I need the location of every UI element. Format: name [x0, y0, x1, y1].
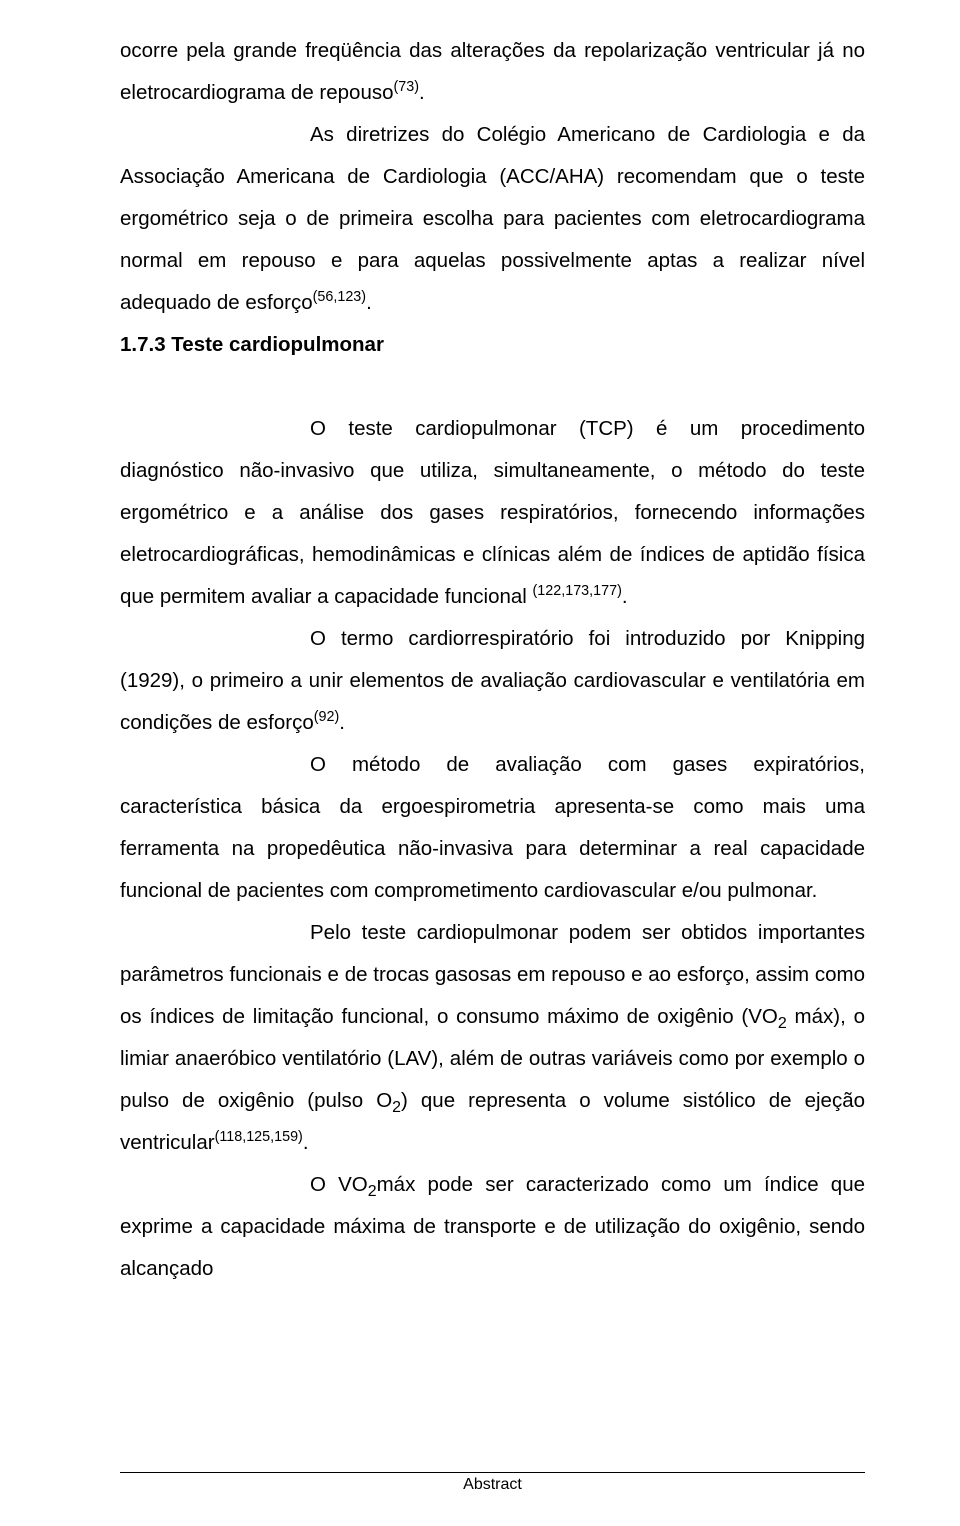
paragraph-5: O método de avaliação com gases expirató…: [120, 744, 865, 912]
document-page: ocorre pela grande freqüência das altera…: [0, 0, 960, 1526]
section-heading: 1.7.3 Teste cardiopulmonar: [120, 324, 865, 366]
paragraph-6: Pelo teste cardiopulmonar podem ser obti…: [120, 912, 865, 1164]
page-footer: Abstract: [120, 1472, 865, 1494]
footer-divider: [120, 1472, 865, 1473]
paragraph-2: As diretrizes do Colégio Americano de Ca…: [120, 114, 865, 324]
paragraph-7: O VO2máx pode ser caracterizado como um …: [120, 1164, 865, 1290]
paragraph-3: O teste cardiopulmonar (TCP) é um proced…: [120, 408, 865, 618]
footer-label: Abstract: [120, 1475, 865, 1494]
paragraph-4: O termo cardiorrespiratório foi introduz…: [120, 618, 865, 744]
paragraph-1: ocorre pela grande freqüência das altera…: [120, 30, 865, 114]
